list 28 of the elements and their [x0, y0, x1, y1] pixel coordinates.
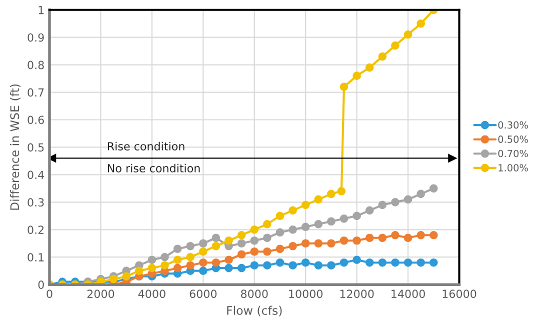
x-tick-label: 16000 — [442, 290, 476, 298]
x-tick-label: 8000 — [240, 290, 268, 298]
y-axis-title: Difference in WSE (ft) — [10, 84, 21, 210]
legend-label: 0.50% — [498, 136, 528, 143]
annotation: No rise condition — [108, 164, 200, 172]
y-tick-label: 0.2 — [28, 226, 44, 234]
y-tick-label: 1 — [38, 6, 44, 14]
annotation: Rise condition — [108, 142, 184, 150]
x-tick-label: 12000 — [340, 290, 374, 298]
legend-label: 0.30% — [498, 121, 528, 129]
y-tick-label: 0 — [38, 280, 44, 289]
y-tick-label: 0.7 — [28, 88, 44, 97]
x-axis-title: Flow (cfs) — [227, 306, 282, 316]
x-tick-label: 10000 — [289, 290, 323, 298]
x-tick-label: 4000 — [138, 290, 166, 298]
x-tick-label: 14000 — [392, 290, 425, 298]
y-tick-label: 0.4 — [28, 170, 44, 180]
y-tick-label: 0.6 — [28, 116, 44, 124]
legend-label: 1.00% — [498, 164, 528, 172]
y-tick-label: 0.8 — [28, 60, 44, 70]
x-tick-label: 2000 — [87, 290, 114, 298]
y-tick-label: 0.3 — [28, 198, 44, 207]
legend-label: 0.70% — [498, 150, 528, 158]
y-tick-label: 0.9 — [28, 33, 44, 42]
y-tick-label: 0.1 — [28, 253, 44, 262]
x-tick-label: 0 — [46, 290, 52, 298]
y-tick-label: 0.5 — [28, 143, 44, 152]
x-tick-label: 6000 — [190, 290, 217, 298]
